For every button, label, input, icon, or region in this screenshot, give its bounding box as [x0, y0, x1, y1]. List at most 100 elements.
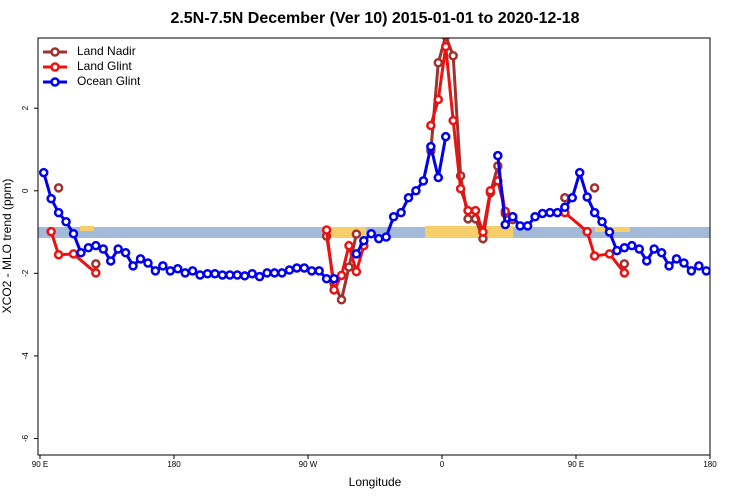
point	[619, 268, 630, 278]
point	[128, 261, 138, 271]
point	[53, 207, 64, 218]
x-tick-label: 180	[167, 460, 181, 469]
y-tick-label: -6	[21, 434, 30, 442]
point	[545, 207, 555, 218]
point	[455, 183, 466, 194]
point	[440, 41, 451, 52]
point	[239, 271, 250, 281]
point	[120, 247, 131, 258]
point	[83, 242, 94, 253]
point	[686, 266, 697, 276]
point	[619, 259, 630, 269]
point	[560, 193, 570, 203]
x-axis-label: Longitude	[349, 475, 402, 489]
point	[612, 245, 622, 256]
point	[433, 94, 444, 105]
point	[351, 266, 362, 277]
point	[105, 256, 116, 266]
point	[76, 247, 86, 258]
point	[269, 268, 280, 278]
point	[351, 249, 362, 259]
point	[217, 270, 228, 280]
point	[98, 244, 109, 254]
point	[344, 240, 354, 251]
point	[53, 183, 64, 193]
point	[500, 219, 511, 230]
point	[493, 150, 503, 161]
point	[478, 227, 488, 237]
point	[433, 58, 444, 68]
point	[515, 221, 525, 231]
point	[463, 205, 473, 216]
point	[589, 183, 600, 193]
point	[38, 167, 49, 178]
point	[321, 225, 332, 235]
point	[507, 212, 518, 222]
x-tick-label: 0	[440, 460, 445, 469]
x-tick-label: 90 E	[32, 460, 48, 469]
point	[701, 266, 710, 276]
point	[619, 242, 630, 253]
y-tick-label: 0	[21, 188, 30, 193]
point	[158, 261, 168, 271]
point	[284, 265, 295, 275]
point	[91, 268, 101, 278]
point	[210, 268, 220, 279]
point	[336, 270, 347, 281]
point	[336, 295, 347, 305]
point	[187, 266, 198, 276]
point	[604, 227, 615, 237]
point	[582, 226, 592, 237]
point	[671, 254, 682, 264]
point	[522, 221, 533, 231]
point	[299, 263, 310, 273]
point	[329, 285, 339, 295]
point	[485, 186, 496, 196]
point	[440, 131, 451, 142]
point	[567, 193, 578, 203]
point	[381, 232, 391, 242]
point	[560, 202, 570, 213]
point	[202, 268, 213, 279]
point	[694, 261, 704, 271]
point	[634, 244, 645, 254]
point	[530, 212, 540, 222]
y-tick-label: 2	[21, 105, 30, 110]
point	[433, 172, 444, 183]
point	[411, 186, 421, 196]
legend-marker	[50, 77, 60, 87]
point	[165, 266, 176, 276]
point	[135, 254, 146, 264]
plot-area	[38, 38, 710, 305]
y-axis-label: XCO2 - MLO trend (ppm)	[0, 179, 14, 314]
x-tick-label: 180	[703, 460, 717, 469]
point	[597, 216, 607, 227]
y-tick-label: -4	[21, 352, 30, 360]
point	[664, 261, 674, 271]
point	[68, 228, 79, 239]
point	[552, 207, 563, 218]
point	[426, 120, 436, 131]
y-tick-label: -2	[21, 269, 30, 277]
plot-frame	[37, 37, 711, 456]
point	[448, 115, 458, 126]
point	[656, 247, 667, 258]
point	[388, 212, 399, 222]
legend-label: Land Nadir	[77, 44, 136, 58]
legend-label: Ocean Glint	[77, 74, 141, 88]
point	[403, 193, 414, 203]
point	[589, 251, 600, 261]
point	[306, 266, 317, 276]
legend-marker	[50, 47, 60, 57]
point	[373, 233, 384, 244]
point	[448, 51, 458, 61]
point	[344, 262, 354, 272]
point	[53, 250, 64, 260]
point	[321, 273, 332, 284]
legend-marker	[50, 62, 60, 72]
chart-title: 2.5N-7.5N December (Ver 10) 2015-01-01 t…	[170, 10, 579, 27]
point	[254, 271, 265, 282]
point	[470, 205, 481, 216]
point	[180, 268, 190, 278]
